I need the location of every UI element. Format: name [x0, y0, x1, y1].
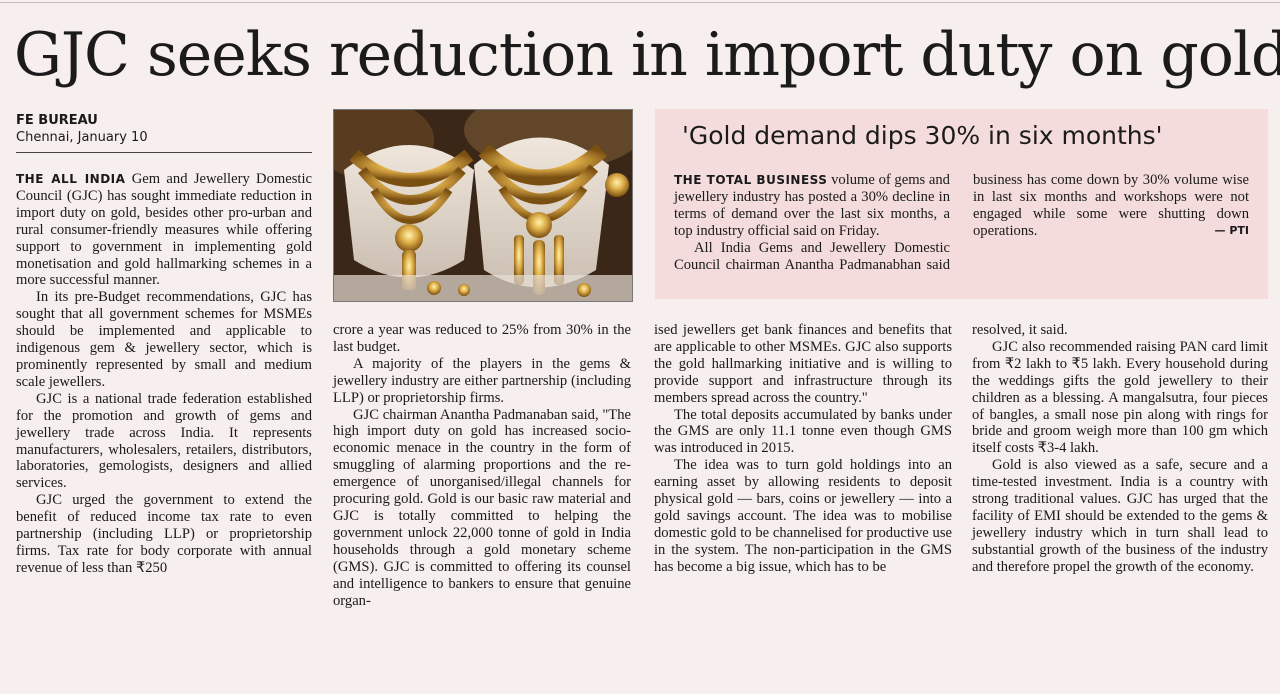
article-paragraph: crore a year was reduced to 25% from 30%…	[333, 322, 631, 355]
sidebar-credit: — PTI	[1214, 223, 1250, 237]
article-paragraph: A majority of the players in the gems & …	[333, 355, 631, 406]
byline-bureau: FE BUREAU	[16, 113, 98, 128]
article-paragraph: The idea was to turn gold holdings into …	[654, 457, 952, 575]
article-paragraph: GJC urged the government to extend the b…	[16, 492, 312, 576]
article-lead-in: THE ALL INDIA	[16, 172, 126, 186]
top-rule	[0, 2, 1280, 3]
article-paragraph: In its pre-Budget recommendations, GJC h…	[16, 289, 312, 390]
jewellery-illustration	[334, 110, 632, 301]
article-paragraph: Gold is also viewed as a safe, secure an…	[972, 457, 1268, 575]
article-paragraph: THE ALL INDIA Gem and Jewellery Domestic…	[16, 171, 312, 289]
article-column-2: crore a year was reduced to 25% from 30%…	[333, 322, 631, 609]
article-paragraph: GJC chairman Anantha Padmanaban said, "T…	[333, 406, 631, 609]
sidebar-title: 'Gold demand dips 30% in six months'	[682, 121, 1163, 150]
article-column-4: resolved, it said. GJC also recommended …	[972, 322, 1268, 576]
byline-rule	[16, 152, 312, 153]
headline: GJC seeks reduction in import duty on go…	[14, 20, 1280, 90]
article-paragraph: GJC is a national trade federation estab…	[16, 390, 312, 492]
sidebar-paragraph: All India Gems and Jewellery Domestic Co…	[674, 172, 1249, 273]
article-column-3: ised jewellers get bank finances and ben…	[654, 322, 952, 576]
article-paragraph: The total deposits accumulated by banks …	[654, 406, 952, 457]
sidebar-paragraph: THE TOTAL BUSINESS volume of gems and je…	[674, 172, 950, 239]
gold-jewellery-photo	[333, 109, 633, 302]
article-paragraph: resolved, it said.	[972, 322, 1068, 338]
sidebar-lead-in: THE TOTAL BUSINESS	[674, 173, 828, 187]
sidebar-column-1: THE TOTAL BUSINESS volume of gems and je…	[674, 172, 1249, 292]
article-paragraph: GJC also recommended raising PAN card li…	[972, 338, 1268, 457]
article-column-1: THE ALL INDIA Gem and Jewellery Domestic…	[16, 171, 312, 577]
byline-dateline: Chennai, January 10	[16, 130, 148, 145]
sidebar-box: 'Gold demand dips 30% in six months' THE…	[655, 109, 1268, 299]
article-paragraph: ised jewellers get bank finances and ben…	[654, 322, 952, 406]
byline: FE BUREAU Chennai, January 10	[16, 113, 312, 153]
